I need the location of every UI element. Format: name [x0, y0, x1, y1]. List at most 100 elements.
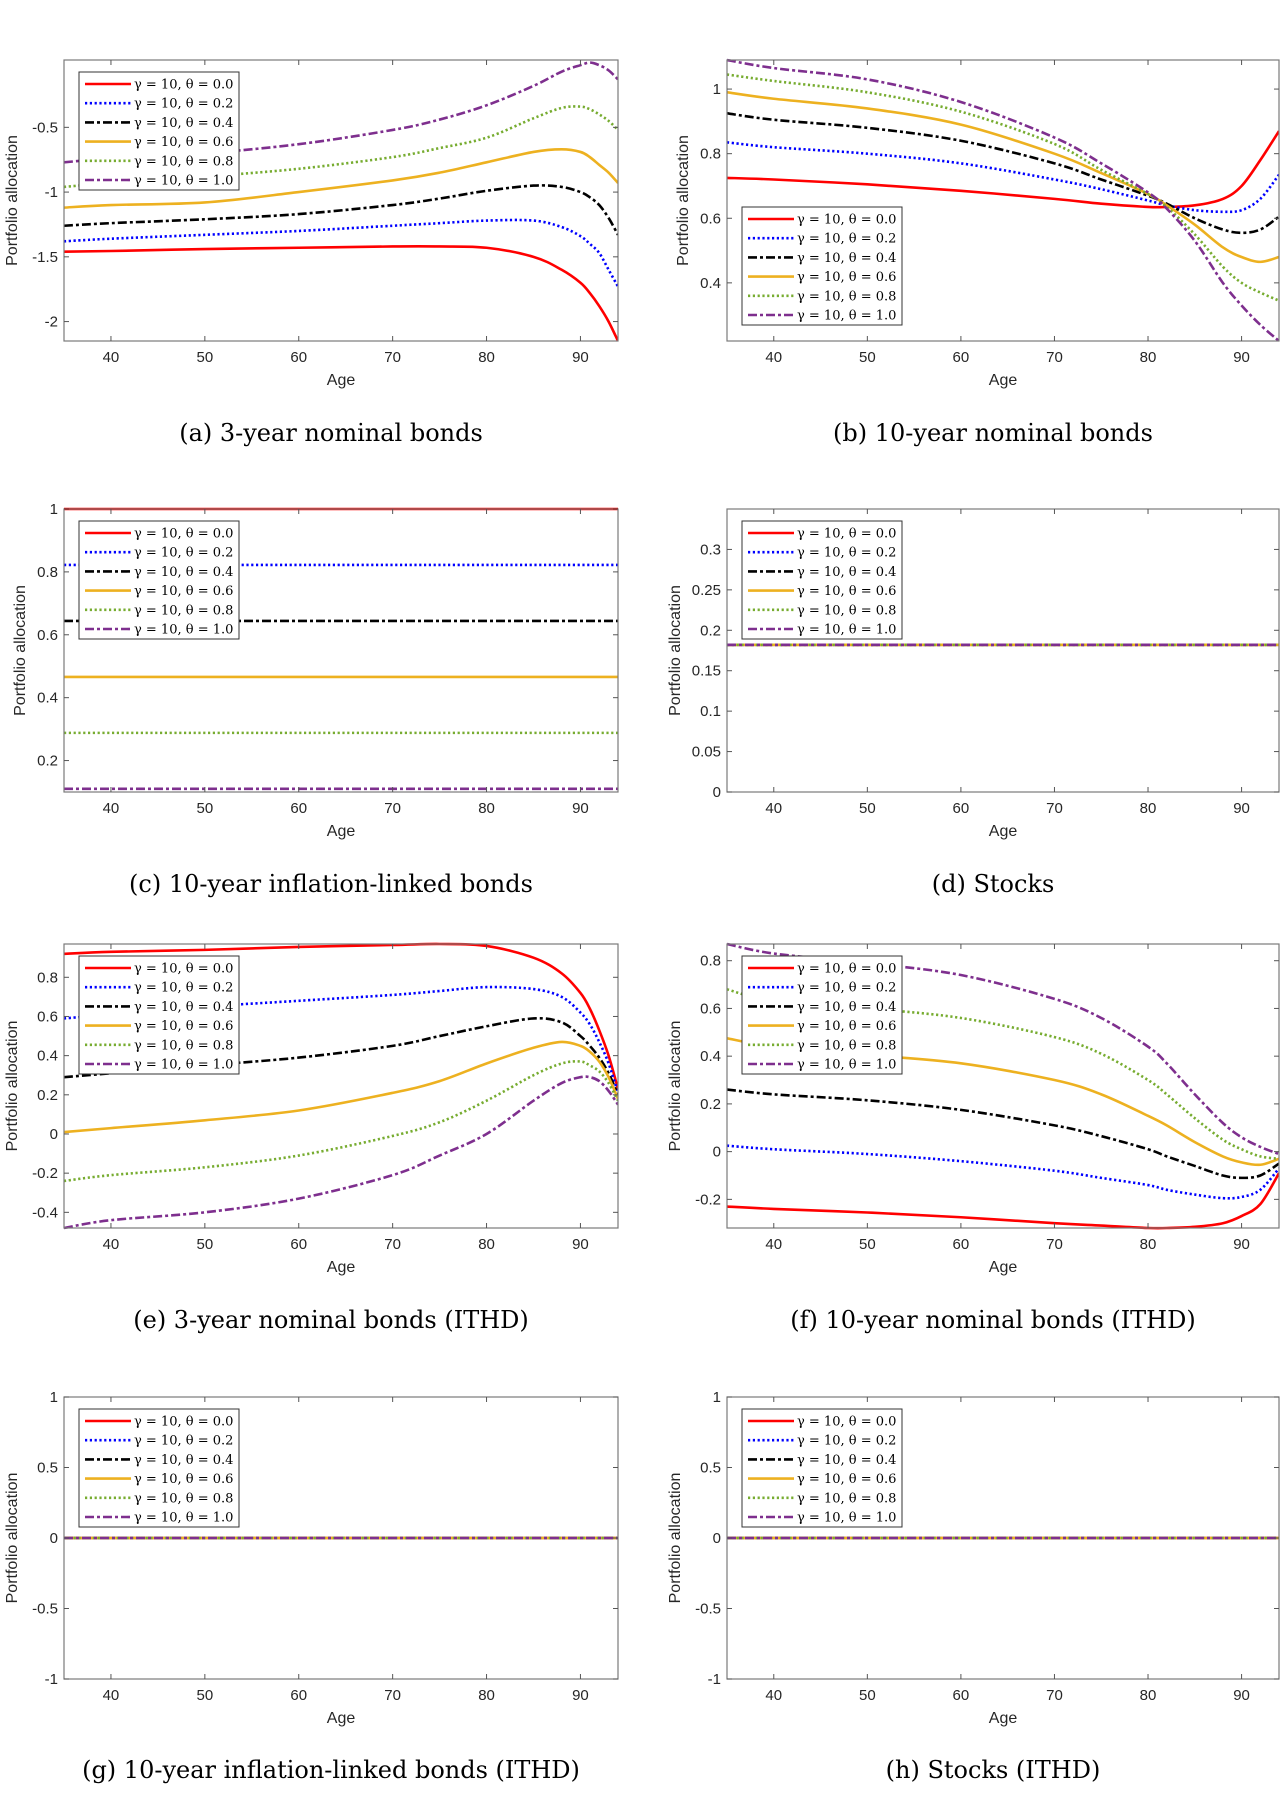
- series-line-theta-1.0: [64, 61, 618, 164]
- x-tick-label: 60: [290, 1236, 307, 1253]
- x-tick-label: 40: [765, 800, 782, 817]
- x-tick-label: 90: [572, 349, 589, 366]
- legend: γ = 10, θ = 0.0 γ = 10, θ = 0.2 γ = 10, θ …: [741, 955, 903, 1075]
- x-tick-label: 70: [1046, 800, 1063, 817]
- x-tick-label: 70: [1046, 349, 1063, 366]
- x-tick-label: 90: [572, 800, 589, 817]
- legend-entry-label: γ = 10, θ = 0.8: [134, 154, 233, 169]
- legend-entry-label: γ = 10, θ = 1.0: [134, 623, 233, 638]
- series-line-theta-0.6: [64, 1040, 618, 1134]
- series-line-theta-1.0: [727, 942, 1279, 1156]
- legend-entry-label: γ = 10, θ = 0.2: [134, 1434, 233, 1449]
- x-tick-label: 70: [1046, 1236, 1063, 1253]
- y-tick-label: 1: [713, 81, 721, 98]
- x-tick-label: 80: [1140, 1236, 1157, 1253]
- x-axis-label: Age: [989, 823, 1018, 840]
- y-tick-label: 0: [713, 784, 721, 801]
- x-tick-label: 90: [1233, 1687, 1250, 1704]
- y-tick-label: -0.5: [695, 1601, 721, 1618]
- series-group: [64, 942, 618, 1230]
- legend-box: [78, 520, 240, 640]
- legend-box: [741, 1408, 903, 1528]
- series-line-theta-0.6: [64, 148, 618, 209]
- panel-c: 40 50 60 70 80 90 0.2 0.4 0.6 0.8 1 Age Portfolio al…: [12, 501, 619, 898]
- y-axis-label: Portfolio allocation: [12, 585, 29, 716]
- legend-box: [78, 71, 240, 191]
- x-tick-label: 60: [290, 1687, 307, 1704]
- y-tick-label: 0.4: [37, 690, 58, 707]
- panel-f: 40 50 60 70 80 90 -0.2 0 0.2 0.4 0.6 0.8 Age Portfoli…: [667, 942, 1280, 1334]
- series-line-theta-0.0: [64, 942, 618, 1090]
- legend-entry-label: γ = 10, θ = 0.0: [797, 213, 896, 228]
- legend-entry-label: γ = 10, θ = 0.2: [134, 546, 233, 561]
- x-tick-label: 40: [765, 1687, 782, 1704]
- plot-box: [63, 508, 619, 793]
- series-line-theta-0.2: [727, 141, 1279, 214]
- legend-entry-label: γ = 10, θ = 0.4: [134, 116, 233, 131]
- legend-entry-label: γ = 10, θ = 0.0: [797, 527, 896, 542]
- panel-caption: (d) Stocks: [932, 870, 1055, 898]
- legend-entry-label: γ = 10, θ = 0.2: [797, 1434, 896, 1449]
- plot-box: [63, 943, 619, 1229]
- x-tick-label: 80: [1140, 349, 1157, 366]
- x-axis-label: Age: [327, 823, 356, 840]
- y-tick-label: 0: [713, 1530, 721, 1547]
- legend-box: [741, 206, 903, 326]
- y-tick-label: 0.5: [700, 1460, 721, 1477]
- legend-entry-label: γ = 10, θ = 0.6: [134, 1472, 233, 1487]
- legend: γ = 10, θ = 0.0 γ = 10, θ = 0.2 γ = 10, θ …: [741, 520, 903, 640]
- legend-entry-label: γ = 10, θ = 1.0: [134, 1058, 233, 1073]
- legend-entry-label: γ = 10, θ = 1.0: [134, 174, 233, 189]
- y-tick-label: -0.2: [32, 1165, 58, 1182]
- x-tick-label: 90: [572, 1687, 589, 1704]
- y-tick-label: 0.3: [700, 541, 721, 558]
- x-tick-label: 50: [859, 349, 876, 366]
- y-tick-label: 0: [50, 1126, 58, 1143]
- legend-entry-label: γ = 10, θ = 0.8: [797, 1491, 896, 1506]
- x-tick-label: 60: [953, 1236, 970, 1253]
- x-tick-label: 80: [1140, 800, 1157, 817]
- series-line-theta-0.8: [64, 1060, 618, 1183]
- x-axis-label: Age: [989, 372, 1018, 389]
- legend-entry-label: γ = 10, θ = 0.4: [134, 1453, 233, 1468]
- legend: γ = 10, θ = 0.0 γ = 10, θ = 0.2 γ = 10, θ …: [741, 206, 903, 326]
- legend-entry-label: γ = 10, θ = 0.4: [797, 1453, 896, 1468]
- panel-caption: (g) 10-year inflation-linked bonds (ITHD…: [82, 1756, 580, 1784]
- legend-entry-label: γ = 10, θ = 0.8: [797, 289, 896, 304]
- series-line-theta-0.0: [727, 130, 1279, 209]
- legend-entry-label: γ = 10, θ = 1.0: [134, 1511, 233, 1526]
- panel-g: 40 50 60 70 80 90 -1 -0.5 0 0.5 1 Age Portfolio allo…: [4, 1389, 619, 1784]
- legend-entry-label: γ = 10, θ = 0.6: [797, 584, 896, 599]
- x-tick-label: 60: [953, 1687, 970, 1704]
- legend-entry-label: γ = 10, θ = 0.0: [134, 78, 233, 93]
- legend-entry-label: γ = 10, θ = 0.0: [797, 1415, 896, 1430]
- legend: γ = 10, θ = 0.0 γ = 10, θ = 0.2 γ = 10, θ …: [78, 1408, 240, 1528]
- y-tick-label: 0.2: [37, 753, 58, 770]
- legend: γ = 10, θ = 0.0 γ = 10, θ = 0.2 γ = 10, θ …: [78, 71, 240, 191]
- series-line-theta-0.6: [727, 91, 1279, 264]
- legend-entry-label: γ = 10, θ = 0.2: [797, 981, 896, 996]
- panel-b: 40 50 60 70 80 90 0.4 0.6 0.8 1 Age Portfolio alloc…: [675, 58, 1280, 447]
- y-tick-label: 1: [50, 501, 58, 518]
- x-tick-label: 90: [1233, 349, 1250, 366]
- legend-entry-label: γ = 10, θ = 0.6: [134, 135, 233, 150]
- series-line-theta-0.8: [727, 73, 1279, 302]
- panel-h: 40 50 60 70 80 90 -1 -0.5 0 0.5 1 Age Portfolio allo…: [667, 1389, 1280, 1784]
- x-tick-label: 90: [572, 1236, 589, 1253]
- legend-entry-label: γ = 10, θ = 0.8: [797, 1038, 896, 1053]
- series-line-theta-0.2: [727, 1144, 1279, 1200]
- plot-box: [726, 508, 1280, 793]
- plot-box: [63, 59, 619, 342]
- x-tick-label: 40: [103, 1236, 120, 1253]
- x-tick-label: 80: [1140, 1687, 1157, 1704]
- x-tick-label: 60: [290, 349, 307, 366]
- legend-box: [78, 955, 240, 1075]
- y-tick-label: 1: [50, 1389, 58, 1406]
- y-tick-label: 0.5: [37, 1460, 58, 1477]
- legend-entry-label: γ = 10, θ = 0.4: [134, 565, 233, 580]
- legend-entry-label: γ = 10, θ = 0.0: [797, 962, 896, 977]
- y-tick-label: 0.6: [700, 210, 721, 227]
- x-axis-label: Age: [989, 1710, 1018, 1727]
- y-tick-label: 0.4: [37, 1048, 58, 1065]
- legend-entry-label: γ = 10, θ = 0.8: [797, 603, 896, 618]
